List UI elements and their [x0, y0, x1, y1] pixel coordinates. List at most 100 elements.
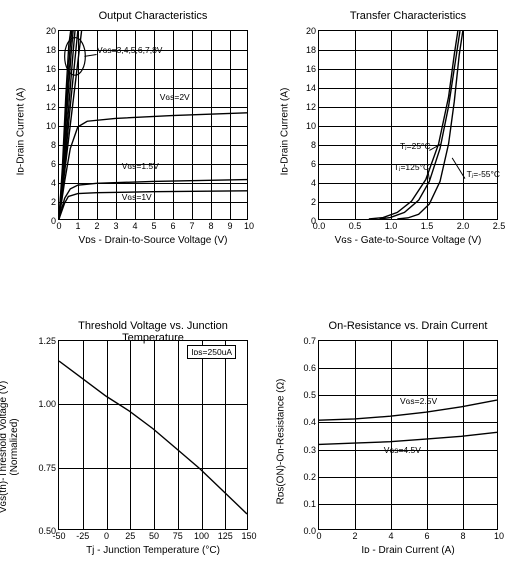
ytick: 0.1	[303, 499, 316, 509]
ytick: 20	[46, 26, 56, 36]
ytick: 16	[46, 64, 56, 74]
chart-title: Transfer Characteristics	[318, 10, 498, 22]
ytick: 16	[306, 64, 316, 74]
xtick: 100	[194, 531, 209, 541]
ytick: 0.7	[303, 336, 316, 346]
annotation: Tⱼ=-55°C	[467, 169, 500, 180]
ytick: 10	[46, 121, 56, 131]
annotation: Iᴅs=250uA	[187, 345, 236, 359]
ytick: 0.5	[303, 390, 316, 400]
ytick: 10	[306, 121, 316, 131]
ylabel: Rᴅs(ON)-On-Resistance (Ω)	[276, 347, 287, 537]
series-line	[59, 191, 247, 219]
series-line	[380, 31, 460, 219]
chart-vth: Threshold Voltage vs. Junction Temperatu…	[20, 320, 260, 570]
ytick: 0.2	[303, 472, 316, 482]
ytick: 8	[51, 140, 56, 150]
curves	[59, 31, 247, 219]
ytick: 1.25	[38, 336, 56, 346]
xtick: 2.5	[493, 221, 506, 231]
xtick: 10	[494, 531, 504, 541]
plot-area: 0.00.51.01.52.02.502468101214161820Vɢs -…	[318, 30, 498, 220]
ytick: 14	[306, 83, 316, 93]
xtick: 1.5	[421, 221, 434, 231]
ylabel: Iᴅ-Drain Current (A)	[280, 37, 291, 227]
plot-area: -50-2502550751001251500.500.751.001.25Tj…	[58, 340, 248, 530]
ytick: 0	[51, 216, 56, 226]
xlabel: Tj - Junction Temperature (°C)	[59, 545, 247, 556]
xtick: 125	[218, 531, 233, 541]
xtick: 75	[173, 531, 183, 541]
xtick: 9	[227, 221, 232, 231]
ytick: 8	[311, 140, 316, 150]
curves	[319, 341, 497, 529]
xtick: 10	[244, 221, 254, 231]
annotation: Vɢs=1.5V	[122, 161, 159, 171]
xtick: 4	[132, 221, 137, 231]
curves	[319, 31, 497, 219]
series-line	[319, 432, 497, 444]
ytick: 20	[306, 26, 316, 36]
ylabel: Vɢs(th)-Threshold Voltage (V)(Normalized…	[0, 352, 20, 542]
ytick: 0	[311, 216, 316, 226]
xtick: 2	[94, 221, 99, 231]
chart-title: Output Characteristics	[58, 10, 248, 22]
annotation: Vɢs=1V	[122, 192, 152, 202]
xtick: -25	[76, 531, 89, 541]
ytick: 12	[306, 102, 316, 112]
ytick: 4	[311, 178, 316, 188]
ytick: 18	[306, 45, 316, 55]
series-line	[59, 180, 247, 219]
ytick: 0.50	[38, 526, 56, 536]
annotation: Vɢs=2.5V	[400, 396, 437, 406]
xtick: 50	[149, 531, 159, 541]
xtick: 4	[388, 531, 393, 541]
annotation: Vɢs=4.5V	[384, 445, 421, 455]
xtick: 2	[352, 531, 357, 541]
xtick: 5	[151, 221, 156, 231]
curves	[59, 341, 247, 529]
xtick: 0	[56, 221, 61, 231]
annotation: Tⱼ=25°C	[400, 141, 431, 152]
xlabel: Vᴅs - Drain-to-Source Voltage (V)	[59, 235, 247, 246]
xtick: 2.0	[457, 221, 470, 231]
chart-title: On-Resistance vs. Drain Current	[318, 320, 498, 332]
ytick: 0.3	[303, 445, 316, 455]
ytick: 2	[311, 197, 316, 207]
ylabel: Iᴅ-Drain Current (A)	[16, 37, 27, 227]
annotation: Vɢs=3,4,5,6,7,8V	[97, 45, 162, 55]
ytick: 0.75	[38, 463, 56, 473]
ytick: 1.00	[38, 399, 56, 409]
xtick: 7	[189, 221, 194, 231]
ytick: 4	[51, 178, 56, 188]
chart-output: Output Characteristics012345678910024681…	[20, 10, 260, 260]
chart-rds: On-Resistance vs. Drain Current02468100.…	[280, 320, 510, 570]
ytick: 14	[46, 83, 56, 93]
xtick: 0	[316, 531, 321, 541]
ytick: 0.4	[303, 417, 316, 427]
ytick: 6	[311, 159, 316, 169]
annotation: Vɢs=2V	[160, 92, 190, 102]
xtick: 1	[75, 221, 80, 231]
ytick: 12	[46, 102, 56, 112]
plot-area: 01234567891002468101214161820Vᴅs - Drain…	[58, 30, 248, 220]
ytick: 6	[51, 159, 56, 169]
xlabel: Iᴅ - Drain Current (A)	[319, 545, 497, 556]
ytick: 0.0	[303, 526, 316, 536]
xtick: 8	[460, 531, 465, 541]
ytick: 0.6	[303, 363, 316, 373]
xtick: 8	[208, 221, 213, 231]
xtick: 25	[125, 531, 135, 541]
xtick: 0	[104, 531, 109, 541]
xtick: 6	[170, 221, 175, 231]
plot-area: 02468100.00.10.20.30.40.50.60.7Iᴅ - Drai…	[318, 340, 498, 530]
annotation: Tⱼ=125°C	[394, 162, 429, 173]
chart-transfer: Transfer Characteristics 0.00.51.01.52.02…	[280, 10, 510, 260]
xtick: 150	[241, 531, 256, 541]
xtick: 3	[113, 221, 118, 231]
xlabel: Vɢs - Gate-to-Source Voltage (V)	[319, 235, 497, 246]
xtick: 6	[424, 531, 429, 541]
xtick: 0.5	[349, 221, 362, 231]
xtick: 1.0	[385, 221, 398, 231]
ytick: 18	[46, 45, 56, 55]
